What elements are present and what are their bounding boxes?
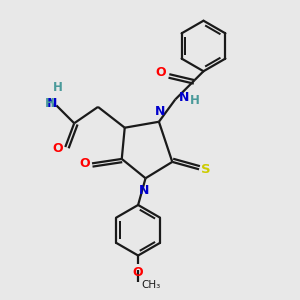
Text: N: N — [139, 184, 149, 196]
Text: N: N — [155, 105, 166, 118]
Text: S: S — [201, 163, 211, 176]
Text: CH₃: CH₃ — [142, 280, 161, 290]
Text: N: N — [46, 98, 57, 110]
Text: O: O — [133, 266, 143, 279]
Text: H: H — [190, 94, 200, 107]
Text: H: H — [53, 81, 63, 94]
Text: O: O — [52, 142, 63, 155]
Text: N: N — [179, 92, 189, 104]
Text: H: H — [44, 98, 54, 110]
Text: O: O — [156, 66, 166, 79]
Text: O: O — [79, 157, 90, 170]
